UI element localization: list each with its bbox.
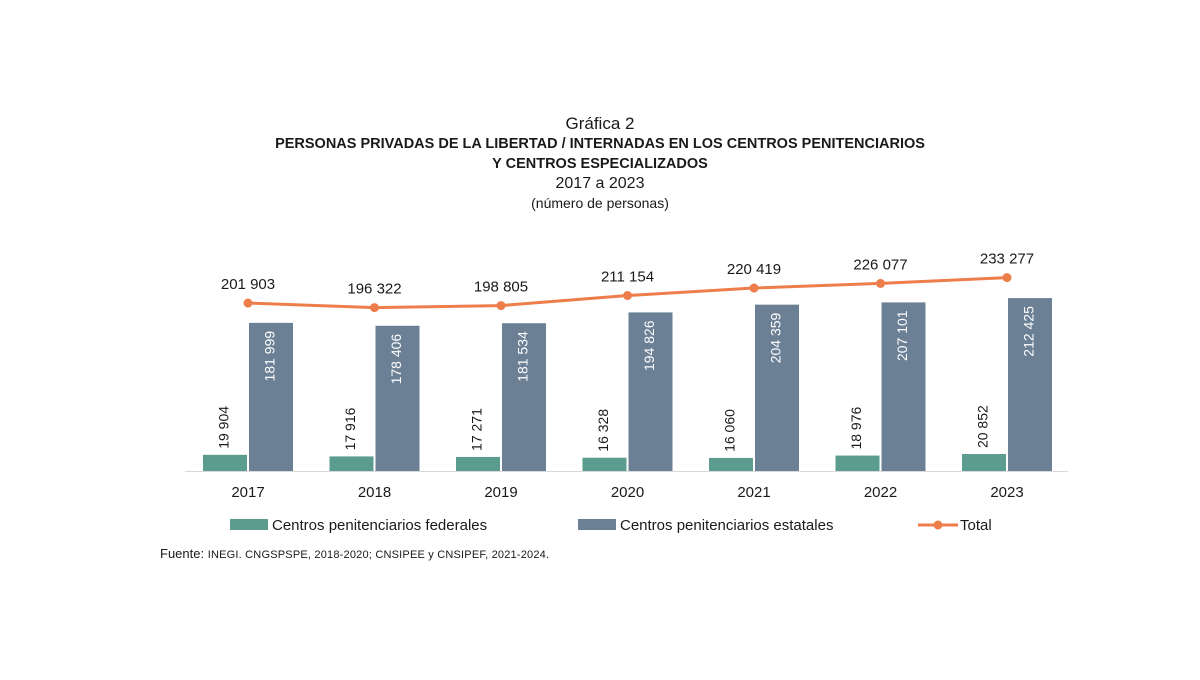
bar-federales-2020 <box>582 457 627 471</box>
bar-federales-2019 <box>456 456 500 471</box>
bar-estatales-2017 <box>249 322 293 471</box>
total-point-2020 <box>623 291 632 301</box>
total-point-2023 <box>1002 273 1012 283</box>
total-point-2021 <box>749 283 759 293</box>
bar-federales-2017 <box>203 454 247 471</box>
bar-federales-2018 <box>329 456 374 471</box>
total-label-2018: 196 322 <box>347 281 401 298</box>
chart-label: Gráfica 2 <box>565 114 635 133</box>
total-label-2023: 233 277 <box>980 251 1034 268</box>
source-note: Fuente: INEGI. CNGSPSPE, 2018-2020; CNSI… <box>160 546 549 561</box>
label-federales-2021: 16 060 <box>722 409 738 452</box>
bar-federales-2023 <box>962 454 1006 471</box>
bar-estatales-2020 <box>628 312 673 471</box>
bar-federales-2022 <box>835 455 880 471</box>
total-label-2019: 198 805 <box>474 279 528 296</box>
label-estatales-2019: 181 534 <box>515 331 531 382</box>
label-estatales-2020: 194 826 <box>641 320 657 371</box>
label-estatales-2023: 212 425 <box>1021 306 1037 357</box>
legend-label-estatales: Centros penitenciarios estatales <box>620 517 833 534</box>
legend-label-federales: Centros penitenciarios federales <box>272 517 487 534</box>
x-tick-2020: 2020 <box>611 484 644 501</box>
label-federales-2023: 20 852 <box>975 405 991 448</box>
total-label-2022: 226 077 <box>853 256 907 273</box>
bar-estatales-2023 <box>1008 298 1052 471</box>
chart-title-line2: Y CENTROS ESPECIALIZADOS <box>492 156 708 172</box>
total-point-2019 <box>496 301 506 311</box>
bar-estatales-2019 <box>502 323 546 471</box>
source-text: INEGI. CNGSPSPE, 2018-2020; CNSIPEE y CN… <box>207 549 550 561</box>
label-estatales-2017: 181 999 <box>262 331 278 382</box>
total-label-2020: 211 154 <box>601 269 654 286</box>
total-point-2022 <box>876 278 885 288</box>
x-tick-2017: 2017 <box>231 484 264 501</box>
x-tick-2018: 2018 <box>358 484 391 501</box>
legend-label-total: Total <box>960 517 992 534</box>
label-estatales-2021: 204 359 <box>768 312 784 363</box>
total-label-2017: 201 903 <box>221 276 275 293</box>
legend-swatch-federales <box>230 519 268 530</box>
label-federales-2018: 17 916 <box>342 407 358 450</box>
x-tick-2019: 2019 <box>484 484 517 501</box>
x-tick-2022: 2022 <box>864 484 897 501</box>
chart-unit: (número de personas) <box>531 195 669 211</box>
label-federales-2020: 16 328 <box>595 409 611 452</box>
source-prefix: Fuente: <box>160 546 208 561</box>
legend-swatch-total-dot <box>933 520 943 530</box>
chart-years: 2017 a 2023 <box>555 175 645 192</box>
total-point-2017 <box>243 298 253 308</box>
bar-estatales-2021 <box>755 304 799 471</box>
label-estatales-2022: 207 101 <box>894 310 910 361</box>
x-tick-2023: 2023 <box>990 484 1023 501</box>
bar-estatales-2018 <box>375 325 420 471</box>
label-estatales-2018: 178 406 <box>388 334 404 385</box>
x-tick-2021: 2021 <box>737 484 770 501</box>
chart-title-line1: PERSONAS PRIVADAS DE LA LIBERTAD / INTER… <box>275 136 925 152</box>
total-label-2021: 220 419 <box>727 261 781 278</box>
total-point-2018 <box>370 303 379 313</box>
bar-federales-2021 <box>709 457 753 471</box>
label-federales-2022: 18 976 <box>848 407 864 450</box>
chart-titles: Gráfica 2 PERSONAS PRIVADAS DE LA LIBERT… <box>0 114 1200 212</box>
label-federales-2019: 17 271 <box>469 408 485 451</box>
label-federales-2017: 19 904 <box>216 406 232 449</box>
legend-swatch-estatales <box>578 519 616 530</box>
bar-estatales-2022 <box>881 302 926 471</box>
